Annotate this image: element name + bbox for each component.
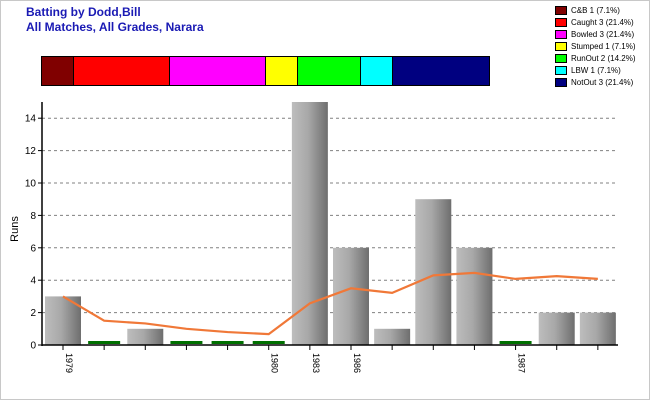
average-line	[62, 271, 598, 336]
x-tick-label: 1986	[352, 353, 362, 373]
grid-lines	[42, 117, 618, 314]
y-tick-label: 14	[25, 114, 37, 125]
legend-swatch	[555, 78, 567, 87]
innings-bar	[456, 247, 493, 345]
innings-bar	[579, 312, 616, 345]
x-tick-label: 1979	[64, 353, 74, 373]
legend-item: Stumped 1 (7.1%)	[555, 41, 635, 52]
axes: 0 2 4 6 8 10 12 14 1979 1980 1983 1986 1987	[25, 102, 618, 373]
zero-score-marker	[499, 341, 532, 344]
legend-swatch	[555, 18, 567, 27]
bars	[45, 102, 616, 345]
dismissal-segment	[169, 57, 266, 85]
legend-item: Caught 3 (21.4%)	[555, 17, 635, 28]
legend-label: LBW 1 (7.1%)	[571, 66, 621, 75]
dismissal-strip	[41, 56, 490, 86]
y-tick-label: 4	[30, 276, 36, 287]
y-tick-label: 8	[30, 211, 36, 222]
zero-score-marker	[170, 341, 203, 344]
x-tick-label: 1980	[270, 353, 280, 373]
legend-label: Caught 3 (21.4%)	[571, 18, 634, 27]
legend-label: Stumped 1 (7.1%)	[571, 42, 636, 51]
y-tick-label: 12	[25, 146, 37, 157]
legend-swatch	[555, 66, 567, 75]
innings-bar	[291, 102, 328, 345]
legend-item: C&B 1 (7.1%)	[555, 5, 635, 16]
innings-bar	[415, 199, 452, 345]
legend-label: NotOut 3 (21.4%)	[571, 78, 634, 87]
zero-score-marker	[252, 341, 285, 344]
y-tick-label: 6	[30, 243, 36, 254]
innings-bar	[127, 328, 164, 345]
legend-item: Bowled 3 (21.4%)	[555, 29, 635, 40]
x-tick-label: 1987	[517, 353, 527, 373]
chart-subtitle: All Matches, All Grades, Narara	[26, 20, 204, 34]
y-tick-label: 2	[30, 308, 36, 319]
legend: C&B 1 (7.1%) Caught 3 (21.4%) Bowled 3 (21…	[555, 5, 635, 89]
legend-swatch	[555, 54, 567, 63]
dismissal-segment	[73, 57, 170, 85]
innings-bar	[538, 312, 575, 345]
chart-title: Batting by Dodd,Bill	[26, 5, 141, 19]
legend-swatch	[555, 42, 567, 51]
y-tick-label: 10	[25, 179, 37, 190]
dismissal-segment	[265, 57, 298, 85]
legend-item: LBW 1 (7.1%)	[555, 65, 635, 76]
dismissal-segment	[297, 57, 362, 85]
legend-label: C&B 1 (7.1%)	[571, 6, 620, 15]
legend-swatch	[555, 6, 567, 15]
legend-label: RunOut 2 (14.2%)	[571, 54, 636, 63]
dismissal-segment	[361, 57, 394, 85]
legend-item: NotOut 3 (21.4%)	[555, 77, 635, 88]
y-tick-label: 0	[30, 341, 36, 352]
zero-score-marker	[211, 341, 244, 344]
y-axis-label: Runs	[9, 216, 21, 242]
x-tick-label: 1983	[311, 353, 321, 373]
dismissal-segment	[42, 57, 74, 85]
zero-score-marker	[88, 341, 121, 344]
innings-bar	[374, 328, 411, 345]
legend-label: Bowled 3 (21.4%)	[571, 30, 635, 39]
legend-swatch	[555, 30, 567, 39]
dismissal-segment	[393, 57, 489, 85]
legend-item: RunOut 2 (14.2%)	[555, 53, 635, 64]
innings-bar	[333, 247, 369, 345]
